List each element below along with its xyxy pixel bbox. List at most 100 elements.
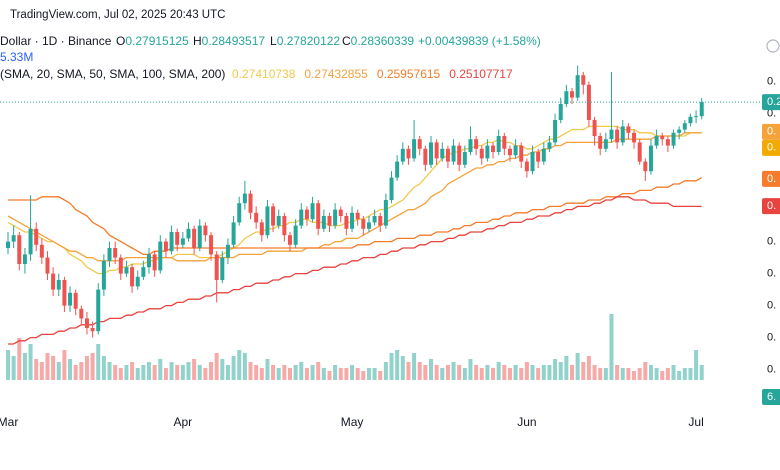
volume-bar — [389, 353, 394, 380]
candle-body — [479, 148, 484, 159]
price-tag-label: 0. — [767, 126, 776, 138]
volume-bar — [412, 353, 417, 380]
volume-bar — [355, 368, 360, 380]
x-tick-label: Apr — [173, 415, 192, 429]
candle-body — [513, 145, 518, 156]
candle-body — [203, 225, 208, 236]
candle-body — [429, 142, 433, 165]
volume-bar — [248, 362, 253, 380]
volume-bar — [440, 368, 445, 380]
volume-bar — [316, 362, 321, 380]
volume-tag-label: 6. — [767, 391, 776, 403]
volume-bar — [378, 371, 383, 380]
volume-bar — [603, 368, 608, 380]
volume-bar — [688, 368, 693, 380]
candle-body — [344, 216, 349, 229]
candle-body — [118, 257, 123, 274]
candle-body — [45, 257, 50, 274]
volume-bar — [615, 365, 620, 380]
y-tick-label: 0. — [767, 76, 776, 88]
candle-body — [248, 193, 253, 213]
volume-bar — [62, 350, 67, 380]
candle-body — [491, 145, 496, 152]
candle-body — [553, 120, 558, 143]
source: TradingView.com, Jul 02, 2025 20:43 UTC — [10, 9, 226, 21]
candle-body — [682, 123, 687, 130]
candle-body — [237, 203, 242, 223]
candle-body — [558, 104, 563, 120]
volume-bar — [282, 365, 287, 380]
candle-body — [316, 203, 321, 229]
volume-bar — [479, 368, 484, 380]
candle-body — [163, 241, 168, 252]
candle-body — [603, 139, 608, 149]
volume-bar — [90, 353, 95, 380]
volume-bar — [84, 356, 89, 380]
volume-value: 5.33M — [0, 50, 34, 64]
volume-bar — [254, 365, 259, 380]
candle-body — [519, 145, 524, 162]
candle-body — [417, 139, 422, 149]
candle-body — [530, 152, 535, 172]
candle-body — [169, 232, 174, 252]
x-tick-label: Mar — [0, 415, 18, 429]
candle-body — [598, 136, 603, 149]
candle-body — [383, 200, 388, 226]
candle-body — [395, 161, 400, 178]
candle-body — [22, 254, 27, 264]
volume-bar — [135, 368, 140, 380]
candle-body — [39, 244, 44, 258]
volume-bar — [609, 314, 614, 380]
volume-bar — [288, 368, 292, 380]
candle-body — [468, 139, 473, 152]
volume-bar — [225, 365, 230, 380]
volume-bar — [344, 368, 349, 380]
volume-bar — [530, 365, 535, 380]
candle-body — [440, 148, 445, 159]
volume-bar — [310, 365, 315, 380]
candle-body — [192, 228, 197, 248]
price-tag — [762, 94, 780, 111]
candle-body — [321, 216, 326, 229]
volume-bar — [654, 368, 659, 380]
candle-body — [96, 289, 101, 332]
sma-value: 0.27410738 — [232, 67, 296, 81]
candle-body — [496, 136, 501, 152]
volume-bar — [682, 368, 687, 380]
candle-body — [152, 254, 157, 271]
candle-body — [389, 177, 394, 200]
volume-bar — [209, 362, 214, 380]
candle-body — [648, 145, 653, 172]
candle-body — [56, 280, 61, 290]
volume-bar — [163, 368, 168, 380]
sma-line — [7, 125, 702, 275]
candle-body — [254, 212, 259, 223]
volume-bar — [507, 368, 512, 380]
y-tick-label: 0. — [767, 268, 776, 280]
volume-bar — [338, 368, 343, 380]
volume-bar — [581, 362, 586, 380]
candle-body — [502, 136, 507, 149]
volume-bar — [73, 365, 78, 380]
candle-body — [271, 206, 276, 226]
volume-tag — [762, 389, 780, 405]
volume-bar — [56, 362, 61, 380]
candle-body — [592, 120, 597, 136]
volume-bar — [192, 359, 197, 380]
candle-body — [265, 206, 270, 236]
volume-bar — [564, 356, 569, 380]
volume-bar — [372, 368, 377, 380]
volume-bar — [395, 350, 400, 380]
candle-body — [609, 129, 614, 140]
candle-body — [660, 136, 665, 140]
sma-value: 0.25107717 — [449, 67, 513, 81]
y-tick-label: 0. — [767, 332, 776, 344]
candle-body — [73, 292, 78, 309]
volume-bar — [130, 362, 135, 380]
volume-bar — [350, 365, 355, 380]
volume-bar — [28, 344, 33, 380]
candle-body — [276, 216, 281, 226]
candle-body — [333, 209, 338, 226]
volume-bar — [541, 365, 546, 380]
